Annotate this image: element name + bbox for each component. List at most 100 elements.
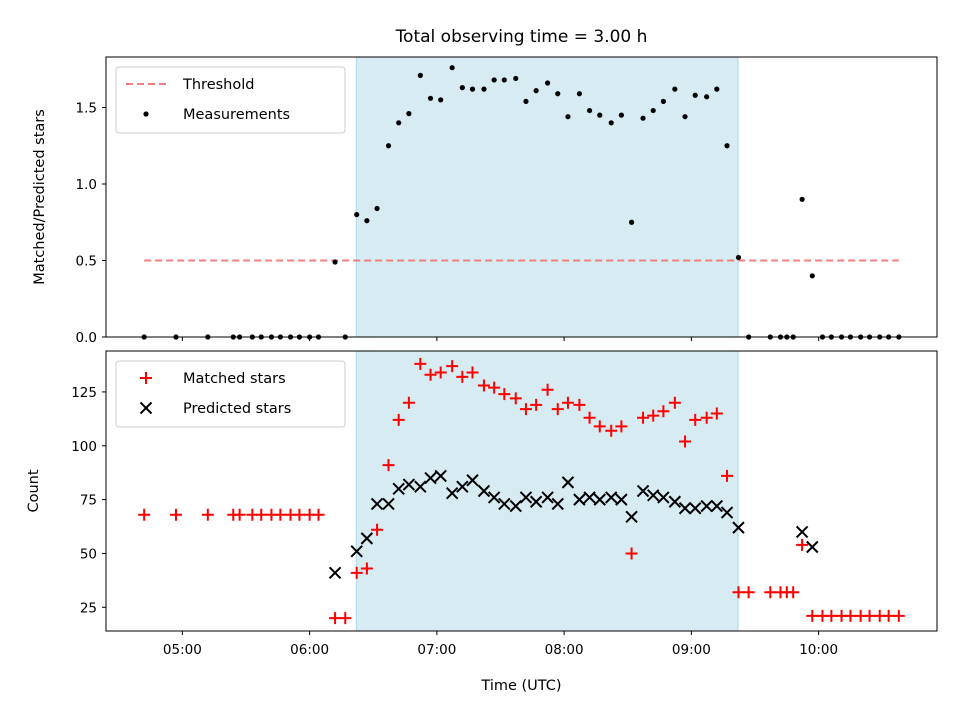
- measurement-point: [704, 94, 710, 100]
- matched-star-point: [466, 366, 479, 379]
- bottom-y-tick-label: 50: [80, 546, 97, 562]
- predicted-star-point: [668, 495, 682, 508]
- predicted-star-point: [456, 480, 469, 493]
- legend-label: Matched stars: [183, 371, 286, 387]
- measurement-point: [501, 77, 507, 83]
- matched-star-point: [488, 381, 501, 394]
- legend-matched-swatch: [140, 372, 152, 384]
- measurement-point: [576, 91, 583, 97]
- bottom-legend-box: [115, 360, 346, 428]
- measurement-point: [628, 219, 635, 225]
- predicted-star-point: [382, 497, 395, 511]
- legend-measurement-swatch: [143, 111, 149, 117]
- measurement-point: [364, 218, 370, 224]
- matched-star-point: [573, 398, 586, 411]
- measurement-point: [438, 97, 444, 103]
- predicted-star-point: [424, 471, 437, 485]
- predicted-star-point: [573, 493, 586, 506]
- predicted-star-point: [732, 521, 745, 534]
- legend-label: Measurements: [183, 107, 290, 123]
- bottom-y-axis-label: Count: [26, 469, 42, 512]
- measurement-point: [650, 107, 656, 114]
- top-plot-frame: [105, 56, 938, 338]
- predicted-star-point: [402, 478, 416, 491]
- predicted-star-point: [360, 532, 374, 545]
- matched-star-point: [541, 383, 554, 396]
- predicted-star-point: [328, 566, 342, 580]
- measurement-point: [608, 120, 614, 126]
- predicted-star-point: [605, 491, 618, 504]
- predicted-star-point: [806, 540, 819, 554]
- matched-star-point: [382, 459, 395, 472]
- matched-star-point: [721, 469, 734, 482]
- predicted-star-point: [541, 491, 554, 504]
- measurement-point: [618, 112, 624, 118]
- bottom-predicted-series: [328, 469, 819, 580]
- matched-star-point: [138, 508, 151, 521]
- matched-star-point: [689, 413, 702, 426]
- measurement-point: [597, 112, 603, 118]
- matched-star-point: [583, 411, 596, 424]
- matched-star-point: [593, 420, 606, 433]
- measurement-point: [533, 88, 539, 94]
- predicted-star-point: [350, 545, 363, 558]
- matched-star-point: [339, 612, 352, 625]
- legend-label: Threshold: [182, 77, 254, 93]
- top-y-tick-label: 1.5: [76, 100, 97, 116]
- matched-star-point: [787, 586, 800, 599]
- matched-star-point: [371, 523, 384, 536]
- matched-star-point: [710, 407, 723, 420]
- matched-star-point: [796, 538, 809, 551]
- measurement-point: [660, 98, 666, 104]
- predicted-star-point: [593, 493, 606, 506]
- predicted-star-point: [445, 486, 459, 500]
- measurement-point: [724, 143, 730, 149]
- measurement-point: [406, 111, 412, 117]
- measurement-point: [640, 115, 646, 121]
- predicted-star-point: [509, 499, 522, 513]
- top-y-axis-label: Matched/Predicted stars: [32, 109, 48, 285]
- matched-star-point: [615, 420, 628, 433]
- matched-star-point: [477, 379, 490, 392]
- legend-predicted-swatch: [139, 401, 153, 415]
- predicted-star-point: [551, 497, 564, 511]
- bottom-plot-frame: [105, 350, 938, 632]
- measurement-point: [523, 98, 529, 104]
- matched-star-point: [844, 609, 857, 622]
- measurement-point: [427, 95, 434, 101]
- predicted-star-point: [689, 502, 702, 515]
- measurement-point: [799, 196, 805, 202]
- matched-star-point: [201, 508, 214, 521]
- bottom-legend: Matched stars Predicted stars: [115, 360, 346, 428]
- bottom-y-tick-label: 75: [80, 493, 97, 509]
- predicted-star-point: [370, 497, 384, 511]
- matched-star-point: [360, 562, 373, 575]
- measurement-point: [459, 85, 465, 91]
- matched-star-point: [446, 360, 459, 373]
- matched-star-point: [530, 398, 543, 411]
- measurement-point: [396, 120, 402, 126]
- x-axis-label: Time (UTC): [480, 678, 561, 694]
- predicted-star-point: [636, 484, 650, 498]
- predicted-star-point: [700, 499, 713, 513]
- matched-star-point: [637, 411, 650, 424]
- measurement-point: [332, 259, 338, 265]
- bottom-y-tick-label: 25: [80, 600, 97, 616]
- matched-star-point: [605, 424, 618, 437]
- measurement-point: [809, 273, 815, 279]
- matched-star-point: [825, 609, 838, 622]
- measurement-point: [491, 77, 497, 83]
- predicted-star-point: [795, 525, 809, 539]
- matched-star-point: [233, 508, 246, 521]
- measurement-point: [565, 114, 571, 120]
- legend-label: Predicted stars: [183, 401, 291, 417]
- matched-star-point: [169, 508, 182, 521]
- matched-star-point: [392, 413, 405, 426]
- matched-star-point: [647, 409, 660, 422]
- chart-title: Total observing time = 3.00 h: [395, 27, 648, 47]
- matched-star-point: [625, 547, 638, 560]
- predicted-star-point: [615, 493, 628, 506]
- predicted-star-point: [657, 491, 670, 504]
- predicted-star-point: [647, 489, 660, 502]
- bottom-matched-series: [138, 357, 905, 625]
